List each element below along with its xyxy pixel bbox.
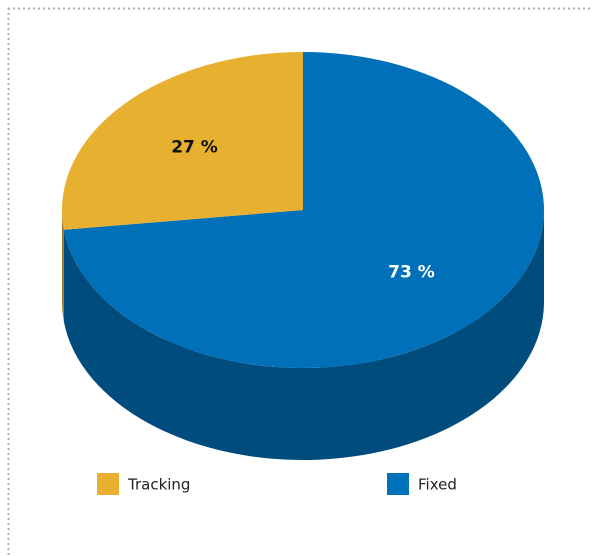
value-label: 73 % — [388, 263, 435, 283]
legend-swatch — [97, 473, 119, 495]
value-label: 27 % — [171, 137, 218, 157]
slice-side — [62, 210, 64, 322]
slice — [63, 52, 544, 369]
slice-side — [63, 210, 544, 461]
legend-swatch — [387, 473, 409, 495]
slice — [61, 52, 303, 230]
legend-label: Tracking — [127, 476, 190, 494]
legend-label: Fixed — [418, 476, 457, 494]
